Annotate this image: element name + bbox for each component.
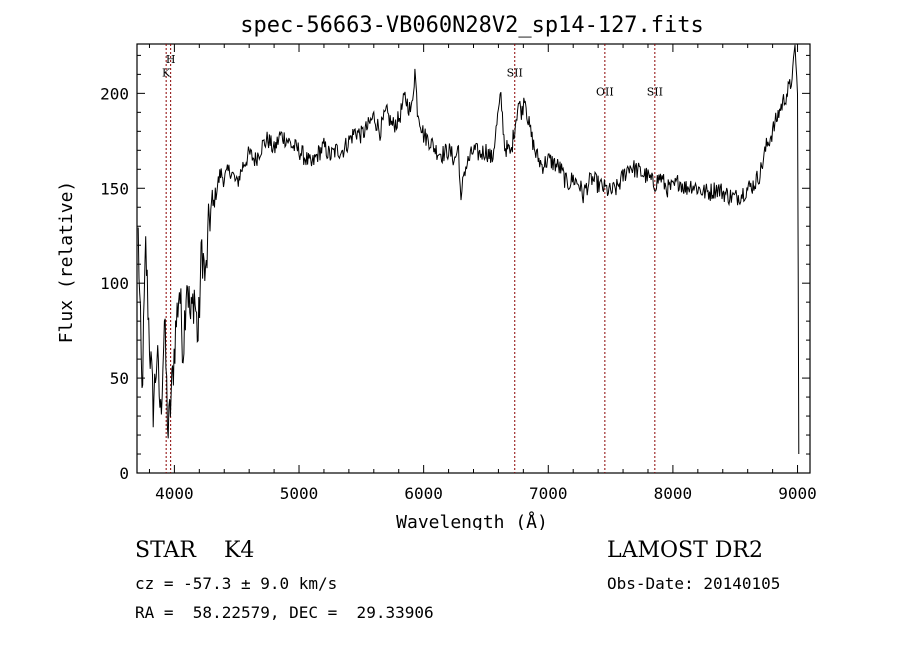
- coordinates-text: RA = 58.22579, DEC = 29.33906: [135, 603, 434, 622]
- x-tick-label: 5000: [280, 484, 319, 503]
- y-tick-label: 200: [100, 84, 129, 103]
- emission-line-markers: HK SII OII SII: [162, 44, 663, 473]
- x-tick-label: 6000: [404, 484, 443, 503]
- x-tick-label: 4000: [155, 484, 194, 503]
- y-tick-label: 50: [110, 369, 129, 388]
- line-marker-label: OII: [596, 85, 614, 98]
- line-marker-label: SII: [507, 66, 523, 79]
- redshift-text: cz = -57.3 ± 9.0 km/s: [135, 574, 338, 593]
- survey-name: LAMOST DR2: [607, 538, 763, 563]
- observation-date: Obs-Date: 20140105: [607, 574, 781, 593]
- line-marker-label: K: [162, 66, 171, 79]
- y-tick-label: 100: [100, 274, 129, 293]
- line-marker-label: SII: [647, 85, 663, 98]
- x-axis: 4000 5000 6000 7000 8000 9000: [148, 44, 817, 503]
- x-tick-label: 8000: [654, 484, 693, 503]
- x-tick-label: 7000: [529, 484, 568, 503]
- chart-title: spec-56663-VB060N28V2_sp14-127.fits: [240, 13, 704, 38]
- plot-frame: [136, 43, 811, 474]
- spectrum-line: [137, 44, 800, 455]
- x-tick-label: 9000: [778, 484, 817, 503]
- y-tick-label: 150: [100, 179, 129, 198]
- y-tick-label: 0: [119, 464, 129, 483]
- x-axis-label: Wavelength (Å): [396, 511, 548, 530]
- y-axis: 0 50 100 150 200: [100, 54, 810, 483]
- line-marker-label: H: [166, 53, 176, 66]
- spectrum-chart: spec-56663-VB060N28V2_sp14-127.fits 4000…: [56, 13, 817, 530]
- object-class: STAR K4: [135, 538, 255, 563]
- y-axis-label: Flux (relative): [56, 181, 77, 344]
